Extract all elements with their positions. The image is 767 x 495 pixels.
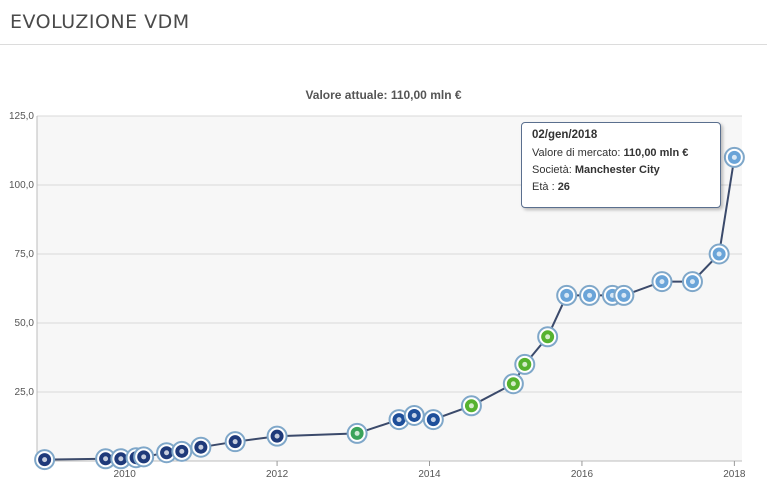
y-tick-label: 75,0 [15, 249, 35, 260]
tooltip-age-label: Età : [532, 181, 555, 193]
tooltip-age-value: 26 [557, 181, 570, 193]
section-header: EVOLUZIONE VDM [0, 0, 767, 45]
data-point-marker[interactable] [681, 271, 703, 293]
value-tooltip: 02/gen/2018 Valore di mercato: 110,00 ml… [521, 122, 721, 208]
tooltip-club-value: Manchester City [574, 164, 660, 176]
tooltip-date: 02/gen/2018 [532, 129, 598, 141]
data-point-marker[interactable] [422, 409, 444, 431]
data-point-marker[interactable] [708, 243, 730, 265]
x-tick-label: 2012 [266, 469, 289, 480]
data-point-marker[interactable] [110, 448, 132, 470]
chart-subtitle: Valore attuale: 110,00 mln € [305, 88, 462, 102]
y-tick-label: 25,0 [15, 387, 35, 398]
x-tick-label: 2018 [723, 469, 746, 480]
data-point-marker[interactable] [579, 284, 601, 306]
tooltip-market-row: Valore di mercato: 110,00 mln € [532, 145, 710, 162]
data-point-marker[interactable] [537, 326, 559, 348]
tooltip-market-value: 110,00 mln € [623, 147, 689, 159]
tooltip-age-row: Età : 26 [532, 179, 710, 196]
data-point-marker[interactable] [613, 284, 635, 306]
x-tick-label: 2016 [571, 469, 594, 480]
data-point-marker[interactable] [156, 442, 178, 464]
data-point-marker[interactable] [34, 449, 56, 471]
data-point-marker[interactable] [171, 440, 193, 462]
data-point-marker[interactable] [403, 404, 425, 426]
tooltip-market-label: Valore di mercato: [532, 147, 621, 159]
x-tick-label: 2010 [114, 469, 137, 480]
chart-svg: 25,0 50,0 75,0 100,0 125,0 2010 2012 2014 2016 20… [9, 111, 746, 480]
data-point-marker[interactable] [346, 422, 368, 444]
data-point-marker[interactable] [514, 353, 536, 375]
x-tick-label: 2014 [418, 469, 441, 480]
y-tick-label: 100,0 [9, 180, 34, 191]
data-point-marker[interactable] [460, 395, 482, 417]
data-point-marker[interactable] [224, 431, 246, 453]
tooltip-club-label: Società: [532, 164, 572, 176]
data-point-marker[interactable] [133, 446, 155, 468]
data-point-marker[interactable] [266, 425, 288, 447]
data-point-marker[interactable] [723, 146, 745, 168]
tooltip-club-row: Società: Manchester City [532, 162, 710, 179]
y-tick-label: 50,0 [15, 318, 35, 329]
data-point-marker[interactable] [651, 271, 673, 293]
data-point-marker[interactable] [502, 373, 524, 395]
section-title: EVOLUZIONE VDM [10, 11, 190, 33]
data-point-marker[interactable] [190, 436, 212, 458]
data-point-marker[interactable] [556, 284, 578, 306]
y-tick-label: 125,0 [9, 111, 34, 122]
market-value-chart: Valore attuale: 110,00 mln € 25,0 50,0 75,… [0, 45, 767, 495]
